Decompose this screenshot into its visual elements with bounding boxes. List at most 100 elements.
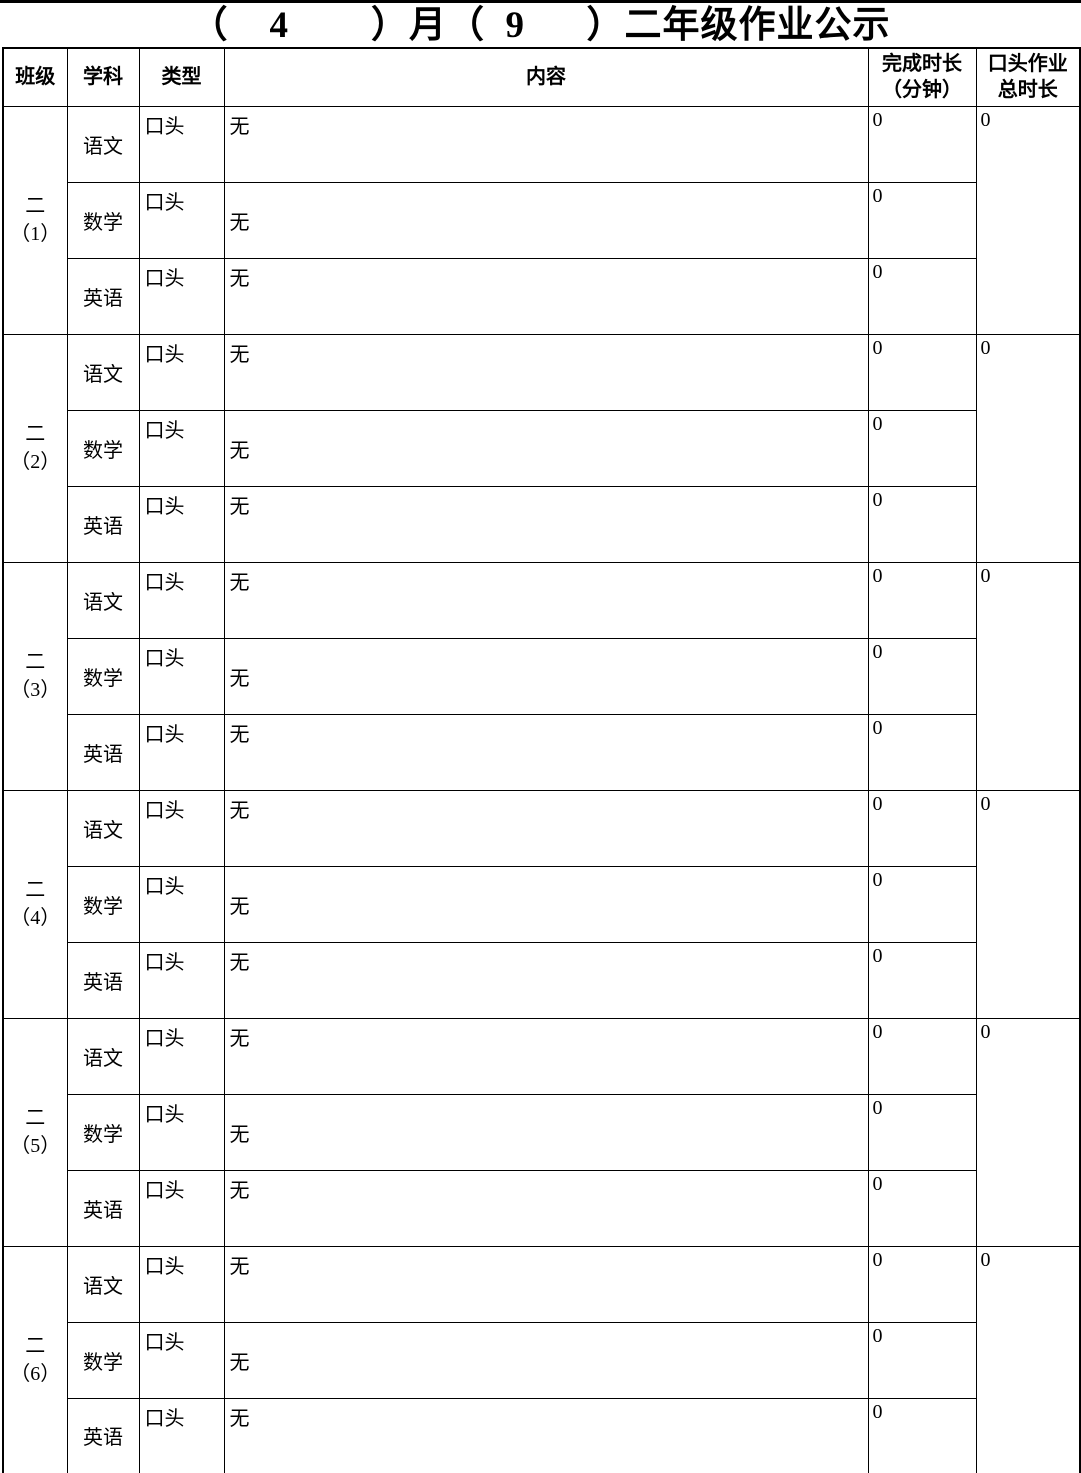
- table-row: 英语 口头无 0: [3, 257, 1080, 335]
- content-cell: 无: [223, 485, 869, 563]
- content-cell: 无: [223, 1321, 869, 1399]
- duration-cell: 0: [867, 257, 977, 335]
- header-total-line2: 总时长: [997, 79, 1058, 102]
- content-cell: 无: [223, 561, 869, 639]
- type-cell: 口头: [138, 181, 225, 259]
- class-name-line: （4）: [10, 907, 61, 929]
- class-name-line: 二: [25, 879, 46, 901]
- page-title: （ 4 ）月（ 9 ）二年级作业公示: [190, 5, 891, 46]
- table-row: 二（4） 语文 口头无 0 0: [2, 789, 1081, 1019]
- content-cell: 无: [223, 865, 869, 943]
- duration-cell: 0: [867, 941, 977, 1019]
- type-cell: 口头: [138, 865, 225, 943]
- header-row: 班级 学科 类型 内容 完成时长 （分钟） 口头作业 总时长: [2, 47, 1081, 107]
- oral-total-cell: 0: [975, 789, 1081, 1019]
- duration-cell: 0: [867, 485, 977, 563]
- header-cell-class: 班级: [2, 47, 68, 107]
- type-cell: 口头: [138, 409, 225, 487]
- content-cell: 无: [223, 409, 869, 487]
- type-cell: 口头: [138, 1321, 225, 1399]
- class-name-line: （6）: [10, 1362, 61, 1385]
- duration-cell: 0: [867, 333, 977, 411]
- table-row: 二（1） 语文 口头无 0 0: [2, 105, 1081, 335]
- duration-cell: 0: [867, 1397, 977, 1473]
- subject-cell: 数学: [66, 181, 140, 259]
- table-row: 二（5） 语文 口头无 0 0: [2, 1017, 1081, 1247]
- duration-cell: 0: [867, 865, 977, 943]
- type-cell: 口头: [138, 485, 225, 563]
- table-row: 英语 口头无 0: [3, 713, 1080, 791]
- content-cell: 无: [223, 333, 869, 411]
- subject-cell: 数学: [66, 409, 140, 487]
- class-cell: 二 （2）: [2, 333, 68, 563]
- subject-cell: 数学: [66, 865, 140, 943]
- oral-total-cell: 0: [975, 105, 1081, 335]
- type-cell: 口头: [138, 1169, 225, 1247]
- header-cell-oral-total: 口头作业 总时长: [975, 47, 1081, 107]
- subject-cell: 语文: [66, 1017, 140, 1095]
- class-name-line: 二: [25, 1334, 46, 1357]
- content-cell: 无: [223, 1169, 869, 1247]
- table-row: 数学 口头无 0: [3, 1321, 1080, 1399]
- content-cell: 无: [223, 1245, 869, 1323]
- content-cell: 无: [223, 1397, 869, 1473]
- type-cell: 口头: [138, 1017, 225, 1095]
- table-row: 英语 口头无 0: [3, 1169, 1080, 1247]
- subject-cell: 英语: [66, 257, 140, 335]
- type-cell: 口头: [138, 1245, 225, 1323]
- table-row: 英语 口头无 0: [3, 1397, 1080, 1473]
- table-row: 数学 口头无 0: [3, 181, 1080, 259]
- duration-cell: 0: [867, 105, 977, 183]
- type-cell: 口头: [138, 713, 225, 791]
- content-cell: 无: [223, 1017, 869, 1095]
- duration-cell: 0: [867, 1093, 977, 1171]
- class-name-line: 二: [25, 651, 46, 673]
- class-name-line: 二: [25, 195, 46, 217]
- subject-cell: 英语: [66, 941, 140, 1019]
- duration-cell: 0: [867, 1321, 977, 1399]
- type-cell: 口头: [138, 1093, 225, 1171]
- content-cell: 无: [223, 789, 869, 867]
- type-cell: 口头: [138, 789, 225, 867]
- type-cell: 口头: [138, 1397, 225, 1473]
- class-name-line: （2）: [10, 451, 61, 473]
- type-cell: 口头: [138, 561, 225, 639]
- subject-cell: 英语: [66, 1169, 140, 1247]
- subject-cell: 英语: [66, 713, 140, 791]
- class-name-line: （1）: [10, 223, 61, 245]
- type-cell: 口头: [138, 105, 225, 183]
- class-cell: 二 （5）: [2, 1017, 68, 1247]
- homework-table: 班级 学科 类型 内容 完成时长 （分钟） 口头作业 总时长 二（1） 语文 口头无…: [2, 47, 1081, 1473]
- header-cell-content: 内容: [223, 47, 869, 107]
- table-row: 数学 口头无 0: [3, 409, 1080, 487]
- subject-cell: 语文: [66, 789, 140, 867]
- header-cell-type: 类型: [138, 47, 225, 107]
- header-duration-line1: 完成时长: [882, 53, 962, 76]
- duration-cell: 0: [867, 1017, 977, 1095]
- header-total-line1: 口头作业: [987, 53, 1068, 76]
- content-cell: 无: [223, 637, 869, 715]
- homework-table-body: 二（1） 语文 口头无 0 0 数学 口头无 0 英语 口头无 0 二（2） 语文 口头无 0 0 数学 口头无 0…: [2, 105, 1081, 1473]
- subject-cell: 语文: [66, 333, 140, 411]
- oral-total-cell: 0: [975, 561, 1081, 791]
- type-cell: 口头: [138, 637, 225, 715]
- subject-cell: 英语: [66, 485, 140, 563]
- duration-cell: 0: [867, 789, 977, 867]
- content-cell: 无: [223, 257, 869, 335]
- oral-total-cell: 0: [975, 1245, 1081, 1473]
- content-cell: 无: [223, 105, 869, 183]
- type-cell: 口头: [138, 257, 225, 335]
- subject-cell: 语文: [66, 1245, 140, 1323]
- table-row: 二（2） 语文 口头无 0 0: [2, 333, 1081, 563]
- type-cell: 口头: [138, 941, 225, 1019]
- header-cell-subject: 学科: [66, 47, 140, 107]
- subject-cell: 英语: [66, 1397, 140, 1473]
- duration-cell: 0: [867, 1169, 977, 1247]
- subject-cell: 数学: [66, 1321, 140, 1399]
- class-cell: 二 （4）: [2, 789, 68, 1019]
- content-cell: 无: [223, 941, 869, 1019]
- class-name-line: 二: [25, 1107, 46, 1129]
- content-cell: 无: [223, 181, 869, 259]
- duration-cell: 0: [867, 561, 977, 639]
